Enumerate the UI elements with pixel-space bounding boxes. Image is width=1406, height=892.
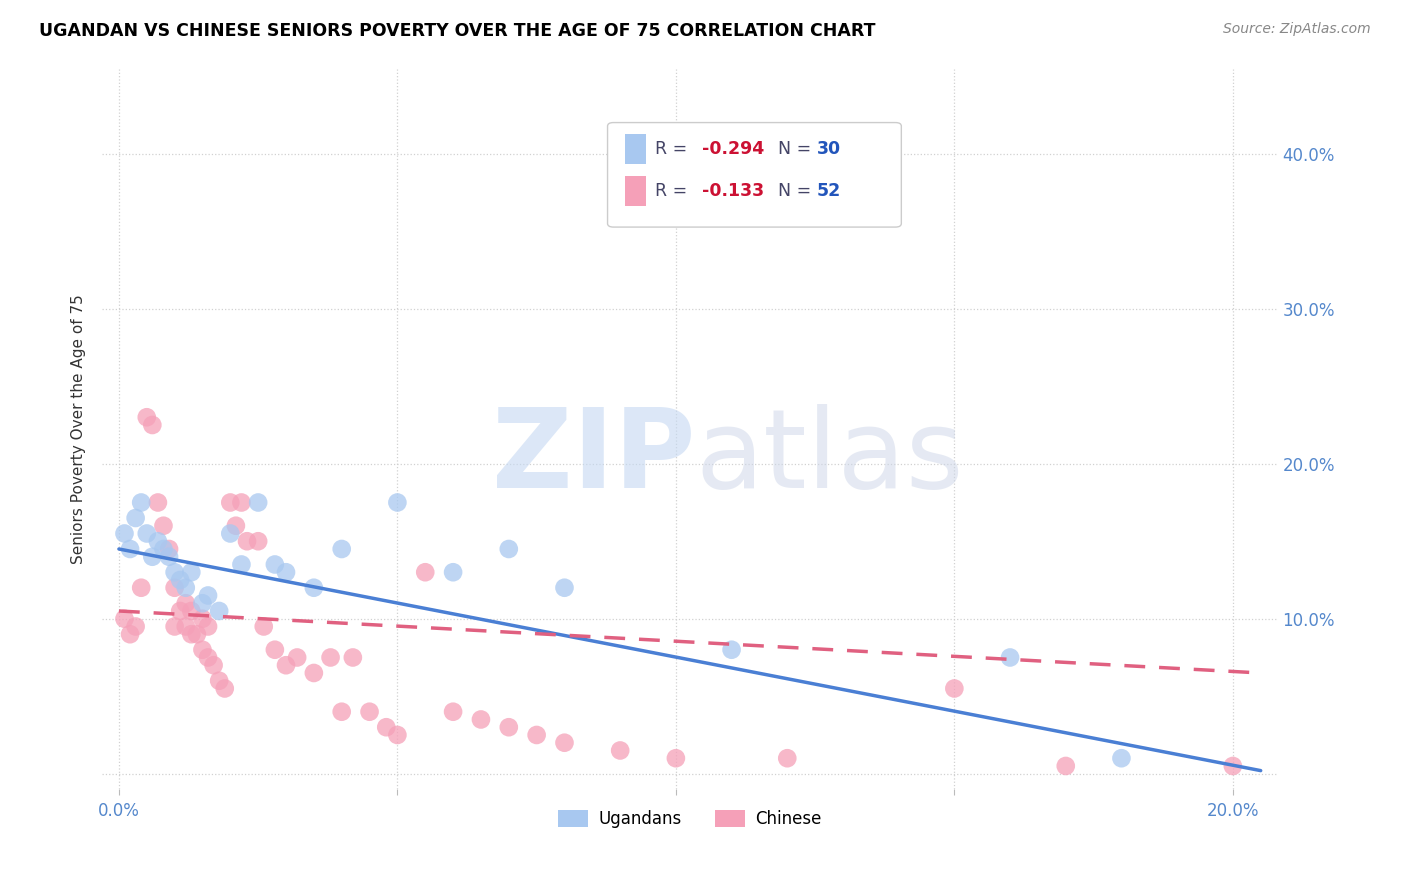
Point xyxy=(214,681,236,696)
Point xyxy=(225,518,247,533)
Point xyxy=(163,566,186,580)
Point xyxy=(163,619,186,633)
Point xyxy=(498,720,520,734)
Text: atlas: atlas xyxy=(696,404,965,511)
Point xyxy=(174,581,197,595)
Point xyxy=(197,619,219,633)
Point xyxy=(135,410,157,425)
Point xyxy=(114,612,136,626)
Point xyxy=(526,728,548,742)
Point xyxy=(342,650,364,665)
Point xyxy=(1054,759,1077,773)
Point xyxy=(253,619,276,633)
FancyBboxPatch shape xyxy=(626,176,647,206)
Point xyxy=(441,705,464,719)
Y-axis label: Seniors Poverty Over the Age of 75: Seniors Poverty Over the Age of 75 xyxy=(72,294,86,564)
Text: -0.294: -0.294 xyxy=(702,140,763,158)
Point xyxy=(1111,751,1133,765)
Point xyxy=(387,728,409,742)
Point xyxy=(247,495,270,509)
Point xyxy=(274,566,297,580)
FancyBboxPatch shape xyxy=(607,122,901,227)
Point xyxy=(609,743,631,757)
Point xyxy=(169,573,191,587)
Point xyxy=(413,566,436,580)
Point xyxy=(141,417,163,432)
Point xyxy=(387,495,409,509)
Point xyxy=(470,713,492,727)
Point xyxy=(302,665,325,680)
Point xyxy=(208,604,231,618)
Point xyxy=(197,650,219,665)
Point xyxy=(146,534,169,549)
Point xyxy=(319,650,342,665)
Point xyxy=(135,526,157,541)
Point xyxy=(943,681,966,696)
Text: UGANDAN VS CHINESE SENIORS POVERTY OVER THE AGE OF 75 CORRELATION CHART: UGANDAN VS CHINESE SENIORS POVERTY OVER … xyxy=(39,22,876,40)
Point xyxy=(197,589,219,603)
Point xyxy=(152,541,174,556)
Point xyxy=(129,495,152,509)
Point xyxy=(174,619,197,633)
Point xyxy=(998,650,1021,665)
Point xyxy=(124,511,146,525)
Point xyxy=(180,627,202,641)
Point xyxy=(180,566,202,580)
Point xyxy=(263,642,285,657)
Point xyxy=(553,736,575,750)
Point xyxy=(219,495,242,509)
Point xyxy=(163,581,186,595)
Point xyxy=(191,642,214,657)
Point xyxy=(330,705,353,719)
Point xyxy=(1222,759,1244,773)
Point xyxy=(375,720,398,734)
Point xyxy=(285,650,308,665)
Text: -0.133: -0.133 xyxy=(702,182,763,200)
Point xyxy=(191,596,214,610)
Point xyxy=(247,534,270,549)
Point xyxy=(776,751,799,765)
Text: N =: N = xyxy=(778,140,817,158)
Point xyxy=(330,541,353,556)
Text: N =: N = xyxy=(778,182,817,200)
Point xyxy=(186,627,208,641)
Point xyxy=(129,581,152,595)
Point xyxy=(219,526,242,541)
Text: 30: 30 xyxy=(817,140,841,158)
Point xyxy=(553,581,575,595)
Point xyxy=(441,566,464,580)
Text: Source: ZipAtlas.com: Source: ZipAtlas.com xyxy=(1223,22,1371,37)
Point xyxy=(191,612,214,626)
Point xyxy=(208,673,231,688)
Point xyxy=(169,604,191,618)
Point xyxy=(236,534,259,549)
Point xyxy=(174,596,197,610)
Point xyxy=(202,658,225,673)
Text: R =: R = xyxy=(655,140,692,158)
Point xyxy=(114,526,136,541)
Point xyxy=(231,495,253,509)
Point xyxy=(120,541,142,556)
Point xyxy=(231,558,253,572)
FancyBboxPatch shape xyxy=(626,134,647,164)
Legend: Ugandans, Chinese: Ugandans, Chinese xyxy=(551,804,828,835)
Text: 52: 52 xyxy=(817,182,841,200)
Point xyxy=(120,627,142,641)
Point xyxy=(157,541,180,556)
Point xyxy=(157,549,180,564)
Point xyxy=(152,518,174,533)
Point xyxy=(124,619,146,633)
Text: R =: R = xyxy=(655,182,692,200)
Point xyxy=(720,642,742,657)
Text: ZIP: ZIP xyxy=(492,404,696,511)
Point xyxy=(665,751,688,765)
Point xyxy=(180,604,202,618)
Point xyxy=(263,558,285,572)
Point xyxy=(498,541,520,556)
Point xyxy=(141,549,163,564)
Point xyxy=(274,658,297,673)
Point xyxy=(359,705,381,719)
Point xyxy=(146,495,169,509)
Point xyxy=(302,581,325,595)
